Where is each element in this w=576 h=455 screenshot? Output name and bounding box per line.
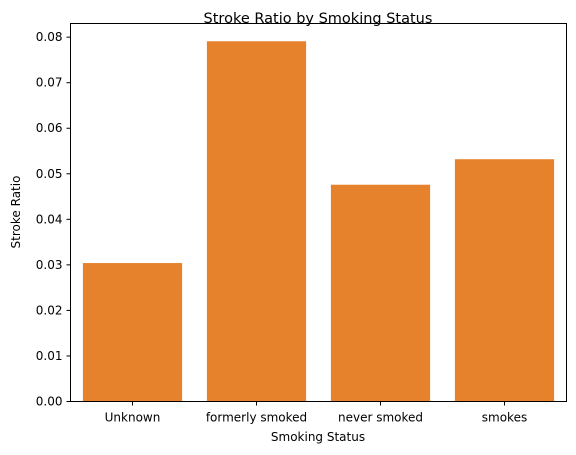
x-axis-label: Smoking Status bbox=[271, 430, 365, 444]
chart-title: Stroke Ratio by Smoking Status bbox=[204, 11, 433, 27]
x-tick-label: formerly smoked bbox=[206, 411, 307, 425]
bar-smokes bbox=[454, 159, 555, 402]
y-tick-label: 0.00 bbox=[36, 395, 63, 409]
x-axis: Unknown formerly smoked never smoked smokes bbox=[105, 401, 527, 425]
bar-formerly-smoked bbox=[206, 41, 307, 402]
y-tick-label: 0.03 bbox=[36, 258, 63, 272]
x-tick-label: smokes bbox=[482, 411, 527, 425]
y-tick-label: 0.02 bbox=[36, 303, 63, 317]
y-tick-label: 0.07 bbox=[36, 76, 63, 90]
y-tick-label: 0.04 bbox=[36, 212, 63, 226]
y-tick-label: 0.08 bbox=[36, 30, 63, 44]
y-tick-label: 0.06 bbox=[36, 121, 63, 135]
y-tick-label: 0.01 bbox=[36, 349, 63, 363]
plot-frame bbox=[70, 23, 567, 402]
y-axis-label: Stroke Ratio bbox=[9, 176, 23, 249]
y-axis: 0.00 0.01 0.02 0.03 0.04 0.05 0.06 0.07 0.08 bbox=[36, 30, 71, 409]
y-tick-label: 0.05 bbox=[36, 167, 63, 181]
x-tick-label: Unknown bbox=[105, 411, 161, 425]
bar-never-smoked bbox=[330, 184, 431, 402]
bar-unknown bbox=[82, 263, 183, 402]
bars-group bbox=[82, 41, 555, 402]
x-tick-label: never smoked bbox=[338, 411, 423, 425]
